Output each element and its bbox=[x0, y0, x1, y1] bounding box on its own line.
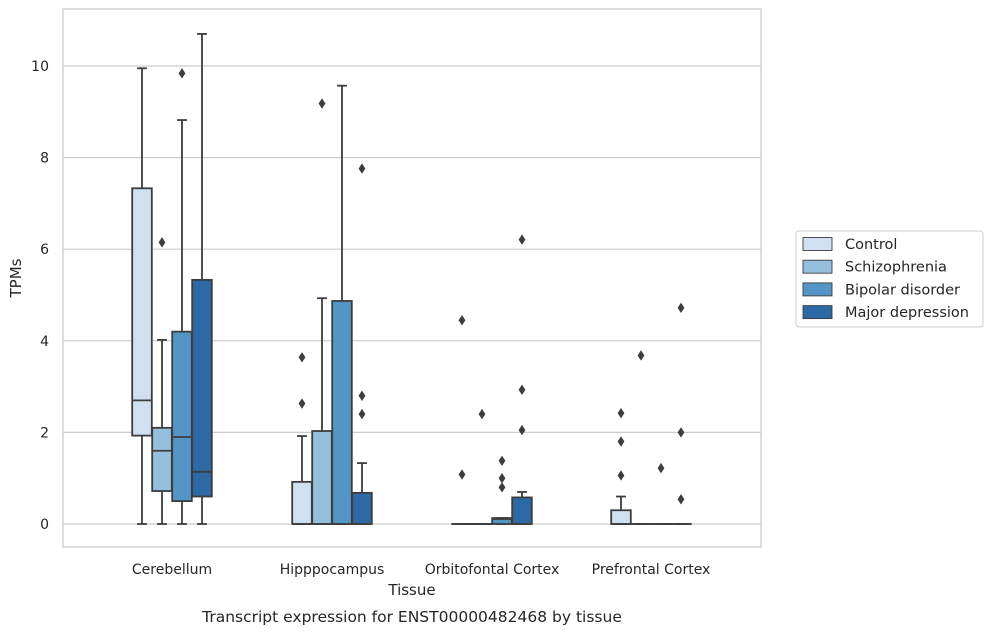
box-group bbox=[171, 68, 193, 525]
outlier-point bbox=[498, 482, 506, 493]
chart-caption: Transcript expression for ENST0000048246… bbox=[201, 608, 622, 626]
outlier-point bbox=[518, 384, 526, 396]
box bbox=[331, 300, 353, 525]
y-tick-label: 0 bbox=[40, 517, 49, 533]
legend-label: Bipolar disorder bbox=[845, 282, 960, 298]
outlier-point bbox=[617, 436, 625, 447]
outlier-point bbox=[617, 407, 625, 419]
box-group bbox=[491, 455, 513, 525]
outlier-point bbox=[158, 237, 166, 248]
x-tick-label: Prefrontal Cortex bbox=[592, 562, 711, 578]
box-group bbox=[291, 352, 313, 525]
box-group bbox=[650, 462, 672, 525]
legend-swatch bbox=[802, 237, 833, 251]
outlier-point bbox=[518, 234, 526, 245]
outlier-point bbox=[178, 68, 186, 79]
outlier-point bbox=[358, 390, 366, 401]
outlier-point bbox=[318, 98, 326, 109]
box bbox=[351, 491, 373, 525]
legend-label: Control bbox=[845, 237, 897, 253]
legend-swatch bbox=[802, 282, 833, 297]
plot-frame bbox=[62, 8, 762, 548]
box-group bbox=[311, 98, 333, 525]
outlier-point bbox=[617, 470, 625, 481]
box bbox=[610, 509, 632, 525]
box bbox=[311, 430, 333, 525]
legend-frame bbox=[795, 230, 984, 328]
box-group bbox=[451, 314, 473, 525]
x-axis-ticks: Cerebellum Hipppocampus Orbitofontal Corte… bbox=[132, 562, 710, 578]
y-tick-label: 4 bbox=[40, 334, 49, 350]
box-group bbox=[331, 84, 353, 525]
x-tick-label: Orbitofontal Cortex bbox=[425, 562, 560, 578]
outlier-point bbox=[518, 424, 526, 436]
outlier-point bbox=[298, 398, 306, 409]
legend-label: Major depression bbox=[845, 305, 969, 321]
outlier-point bbox=[677, 494, 685, 505]
outlier-point bbox=[358, 163, 366, 174]
outlier-point bbox=[458, 314, 466, 326]
y-axis-label: TPMs bbox=[7, 258, 25, 298]
box bbox=[151, 426, 173, 492]
outlier-point bbox=[677, 427, 685, 438]
y-tick-label: 8 bbox=[40, 151, 49, 167]
box-group bbox=[151, 237, 173, 525]
outlier-point bbox=[677, 302, 685, 314]
x-tick-label: Cerebellum bbox=[132, 562, 212, 578]
box bbox=[171, 330, 193, 503]
y-tick-label: 10 bbox=[31, 59, 49, 75]
legend-swatch bbox=[802, 259, 833, 274]
y-tick-label: 2 bbox=[40, 425, 49, 441]
outlier-point bbox=[657, 462, 665, 474]
outlier-point bbox=[478, 408, 486, 420]
plot-area bbox=[131, 33, 692, 525]
outlier-point bbox=[458, 469, 466, 480]
outlier-point bbox=[637, 350, 645, 361]
x-tick-label: Hipppocampus bbox=[280, 562, 385, 578]
outlier-point bbox=[498, 455, 506, 466]
legend: Control Schizophrenia Bipolar disorder Majo… bbox=[795, 230, 984, 328]
box bbox=[191, 278, 213, 498]
y-tick-label: 6 bbox=[40, 242, 49, 258]
box-group bbox=[351, 163, 373, 525]
outlier-point bbox=[498, 473, 506, 484]
outlier-point bbox=[298, 352, 306, 363]
box bbox=[511, 496, 533, 525]
box-group bbox=[630, 350, 652, 525]
box bbox=[291, 480, 313, 525]
box-group bbox=[610, 407, 632, 525]
box-group bbox=[471, 408, 493, 525]
y-axis-ticks: 0 2 4 6 8 10 bbox=[31, 59, 49, 533]
outlier-point bbox=[358, 408, 366, 420]
box-group bbox=[511, 234, 533, 525]
box-group bbox=[191, 33, 213, 525]
box bbox=[131, 187, 153, 437]
x-axis-label: Tissue bbox=[387, 581, 435, 599]
legend-label: Schizophrenia bbox=[845, 260, 947, 276]
box-group bbox=[131, 67, 153, 525]
box-group bbox=[670, 302, 692, 525]
legend-swatch bbox=[802, 305, 833, 320]
